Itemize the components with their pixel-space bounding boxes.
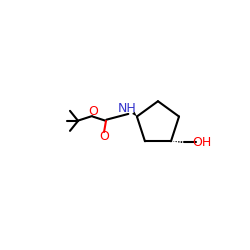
Polygon shape: [132, 112, 137, 116]
Text: NH: NH: [118, 102, 137, 115]
Text: O: O: [100, 130, 110, 143]
Text: O: O: [88, 105, 98, 118]
Text: OH: OH: [192, 136, 211, 148]
